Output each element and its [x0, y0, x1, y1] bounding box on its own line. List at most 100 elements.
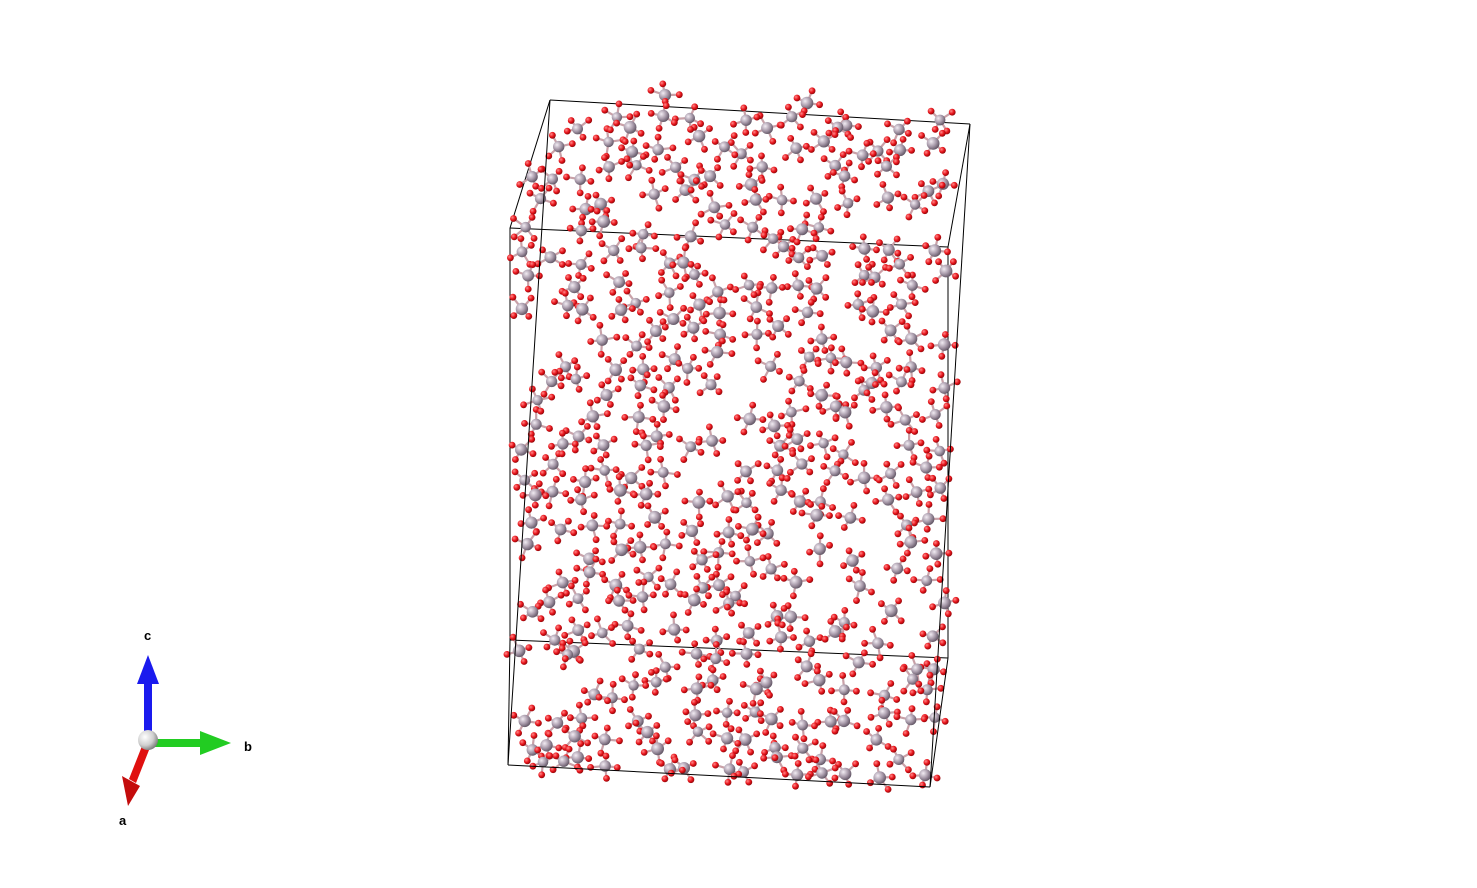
- oxygen-atom: [872, 381, 879, 388]
- oxygen-atom: [548, 442, 555, 450]
- oxygen-atom: [902, 730, 910, 737]
- oxygen-atom: [883, 415, 891, 423]
- oxygen-atom: [593, 396, 601, 404]
- oxygen-atom: [895, 338, 903, 346]
- silicon-atom: [710, 345, 724, 359]
- oxygen-atom: [528, 214, 536, 221]
- silicon-atom: [872, 637, 884, 649]
- oxygen-atom: [886, 148, 893, 156]
- oxygen-atom: [837, 108, 845, 116]
- oxygen-atom: [582, 606, 589, 614]
- silicon-atom: [881, 160, 892, 172]
- oxygen-atom: [869, 352, 877, 360]
- oxygen-atom: [781, 442, 789, 450]
- oxygen-atom: [629, 366, 637, 374]
- oxygen-atom: [831, 434, 839, 442]
- oxygen-atom: [654, 133, 662, 141]
- oxygen-atom: [681, 275, 689, 282]
- oxygen-atom: [868, 279, 875, 286]
- oxygen-atom: [729, 752, 736, 759]
- oxygen-atom: [622, 334, 630, 341]
- silicon-atom: [854, 580, 866, 592]
- oxygen-atom: [953, 378, 961, 386]
- oxygen-atom: [578, 418, 585, 426]
- oxygen-atom: [609, 289, 617, 296]
- silicon-atom: [829, 159, 841, 172]
- oxygen-atom: [771, 754, 779, 762]
- silicon-atom: [632, 411, 645, 423]
- oxygen-atom: [760, 231, 768, 239]
- oxygen-atom: [807, 298, 815, 306]
- oxygen-atom: [723, 633, 731, 641]
- silicon-atom: [650, 430, 663, 443]
- oxygen-atom: [662, 102, 670, 110]
- silicon-atom: [613, 484, 627, 497]
- oxygen-atom: [806, 576, 814, 583]
- oxygen-atom: [820, 208, 827, 216]
- silicon-atom: [818, 438, 829, 449]
- oxygen-atom: [584, 193, 592, 200]
- oxygen-atom: [926, 565, 934, 572]
- oxygen-atom: [681, 244, 689, 252]
- oxygen-atom: [764, 553, 772, 560]
- oxygen-atom: [573, 363, 581, 371]
- oxygen-atom: [751, 129, 759, 137]
- oxygen-atom: [903, 366, 911, 373]
- silicon-atom: [625, 471, 638, 485]
- oxygen-atom: [852, 566, 860, 574]
- oxygen-atom: [923, 759, 931, 766]
- silicon-atom: [713, 306, 726, 320]
- axis-label-c: c: [144, 628, 151, 643]
- oxygen-atom: [741, 600, 748, 608]
- oxygen-atom: [932, 436, 940, 443]
- oxygen-atom: [596, 232, 604, 240]
- silicon-atom: [633, 540, 647, 554]
- oxygen-atom: [517, 235, 525, 243]
- oxygen-atom: [543, 643, 551, 651]
- oxygen-atom: [565, 260, 572, 267]
- oxygen-atom: [746, 315, 754, 323]
- oxygen-atom: [743, 661, 751, 668]
- oxygen-atom: [944, 610, 952, 618]
- oxygen-atom: [794, 656, 802, 664]
- oxygen-atom: [657, 575, 665, 583]
- oxygen-atom: [740, 702, 748, 709]
- oxygen-atom: [823, 453, 831, 461]
- oxygen-atom: [548, 393, 556, 401]
- atoms-layer: [503, 80, 961, 793]
- oxygen-atom: [807, 184, 814, 192]
- oxygen-atom: [622, 270, 629, 277]
- cell-edge: [929, 123, 971, 788]
- oxygen-atom: [806, 385, 814, 392]
- silicon-atom: [667, 313, 680, 325]
- oxygen-atom: [583, 580, 590, 588]
- oxygen-atom: [706, 298, 713, 306]
- oxygen-atom: [807, 442, 814, 449]
- oxygen-atom: [907, 254, 914, 261]
- oxygen-atom: [528, 704, 536, 712]
- silicon-atom: [777, 240, 790, 253]
- oxygen-atom: [895, 404, 902, 412]
- oxygen-atom: [888, 773, 896, 781]
- silicon-atom: [540, 739, 553, 752]
- oxygen-atom: [687, 776, 695, 784]
- oxygen-atom: [659, 318, 667, 326]
- oxygen-atom: [714, 155, 721, 163]
- oxygen-atom: [778, 474, 786, 482]
- oxygen-atom: [784, 283, 791, 291]
- oxygen-atom: [839, 151, 847, 159]
- oxygen-atom: [828, 146, 836, 153]
- oxygen-atom: [915, 680, 923, 688]
- oxygen-atom: [561, 631, 569, 639]
- oxygen-atom: [727, 573, 735, 581]
- oxygen-atom: [637, 627, 645, 634]
- silicon-atom: [640, 439, 652, 451]
- oxygen-atom: [842, 652, 850, 660]
- oxygen-atom: [777, 183, 785, 191]
- oxygen-atom: [929, 603, 936, 611]
- oxygen-atom: [803, 627, 810, 635]
- silicon-atom: [824, 715, 837, 728]
- oxygen-atom: [592, 134, 600, 142]
- silicon-atom: [766, 282, 778, 294]
